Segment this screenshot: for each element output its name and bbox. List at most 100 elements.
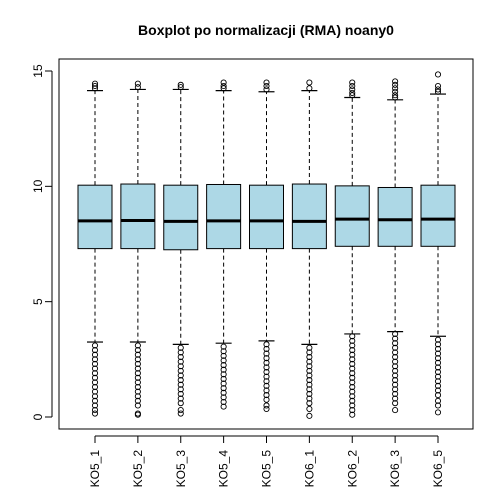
outlier-point [134,383,141,391]
outlier-point [177,386,184,393]
outlier-point [177,353,184,361]
outlier-point [392,390,399,397]
outlier-point [349,356,356,363]
outlier-point [91,80,99,87]
outlier-point [349,407,356,414]
outlier-point [434,364,442,371]
outlier-point [91,374,99,381]
outlier-point [263,387,270,394]
outlier-point [306,85,313,92]
outlier-point [134,411,141,418]
outlier-point [134,342,141,349]
outlier-point [134,351,141,358]
outlier-point [434,387,442,394]
box-group [334,79,370,418]
outlier-point [392,353,399,361]
y-tick-label: 5 [31,298,45,305]
outlier-point [220,352,227,359]
box-iqr [420,184,456,247]
outlier-point [91,351,99,358]
outlier-point [220,403,227,410]
outlier-point [134,393,141,400]
outlier-point [349,351,356,358]
outlier-point [220,398,227,406]
outlier-point [263,392,270,399]
x-tick-label: KO5_5 [260,450,274,488]
outlier-point [220,85,227,92]
outlier-point [349,82,356,90]
outlier-point [263,86,270,93]
outlier-point [91,388,99,395]
outlier-point [306,381,313,388]
outlier-point [349,383,356,391]
x-tick-label: KO5_4 [217,450,231,488]
outlier-point [306,390,313,397]
outlier-point [263,359,270,366]
outlier-point [134,379,141,386]
outlier-point [392,386,399,393]
box-iqr [206,183,242,250]
outlier-point [263,402,270,409]
outlier-point [91,383,99,391]
outlier-point [392,377,399,384]
outlier-point [91,370,99,377]
outlier-point [177,367,184,374]
outlier-point [392,363,399,370]
outlier-point [349,379,356,386]
outlier-point [177,377,184,384]
outlier-point [220,389,227,396]
outlier-point [134,347,141,354]
box-group [377,78,413,414]
outlier-point [134,365,141,372]
outlier-point [349,374,356,381]
outlier-point [91,410,99,417]
outlier-point [91,342,99,349]
outlier-point [91,407,99,414]
outlier-point [263,79,270,86]
outlier-point [91,397,99,404]
outlier-point [434,71,442,78]
outlier-point [434,368,442,376]
box-iqr [120,183,156,250]
outlier-point [220,375,227,382]
outlier-point [434,378,442,385]
outlier-point [392,78,399,85]
outlier-point [349,89,356,96]
outlier-point [263,355,270,362]
outlier-point [91,379,99,386]
y-axis: 0 5 10 15 [31,64,53,420]
outlier-point [134,356,141,363]
outlier-point [434,373,442,380]
outlier-point [349,337,356,344]
x-axis: KO5_1 KO5_2 KO5_3 KO5_4 KO5_5 KO6_1 KO6_2 KO6_3… [88,435,445,488]
outlier-point [177,372,184,379]
x-tick-label: KO5_1 [88,450,102,488]
outlier-point [392,335,399,342]
outlier-point [349,393,356,400]
outlier-point [220,371,227,378]
box-iqr [77,184,113,250]
outlier-point [177,381,184,388]
outlier-point [349,365,356,372]
outlier-point [349,402,356,409]
outlier-point [177,395,184,402]
outlier-point [263,396,270,403]
outlier-point [177,349,184,356]
x-tick-label: KO5_3 [174,450,188,488]
box-group [420,71,456,416]
outlier-point [349,86,356,93]
outlier-point [306,386,313,393]
outlier-point [349,79,356,86]
outlier-point [434,355,442,362]
outlier-point [392,400,399,407]
outlier-point [306,377,313,384]
box-group [206,79,242,410]
outlier-point [306,349,313,356]
box-group [120,80,156,418]
outlier-point [220,394,227,401]
outlier-point [306,372,313,379]
outlier-point [177,81,184,88]
y-tick-label: 15 [31,64,45,78]
outlier-point [434,350,442,357]
x-tick-label: KO6_3 [388,450,402,488]
